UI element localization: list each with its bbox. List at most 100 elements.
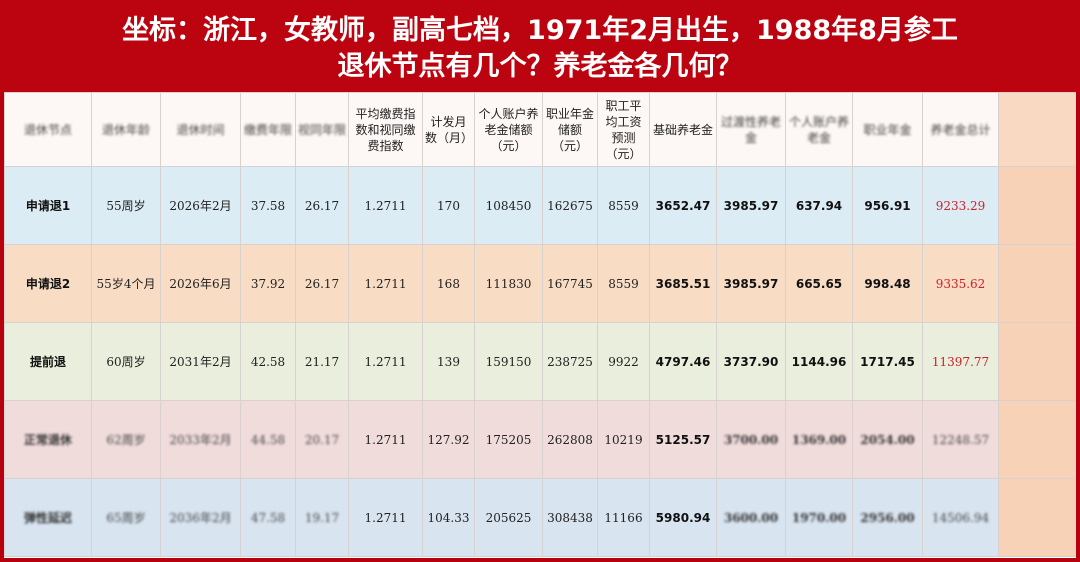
title-banner: 坐标：浙江，女教师，副高七档，1971年2月出生，1988年8月参工 退休节点有…	[0, 0, 1080, 92]
cell-personal-pension: 1970.00	[785, 478, 853, 557]
cell-basic: 3652.47	[649, 166, 717, 245]
header-cell: 平均缴费指数和视同缴费指数	[348, 92, 423, 167]
cell-node: 提前退	[4, 322, 92, 401]
cell-index: 1.2711	[348, 244, 423, 323]
cell-wage: 9922	[597, 322, 650, 401]
header-cell: 个人账户养老金储额（元）	[474, 92, 543, 167]
cell-personal: 205625	[474, 478, 543, 557]
table-row: 申请退2 55岁4个月 2026年6月 37.92 26.17 1.2711 1…	[4, 244, 1076, 323]
cell-wage: 8559	[597, 166, 650, 245]
cell-extra	[998, 244, 1076, 323]
cell-date: 2026年2月	[160, 166, 241, 245]
cell-years: 37.92	[240, 244, 296, 323]
cell-total: 11397.77	[922, 322, 999, 401]
cell-node: 正常退休	[4, 400, 92, 479]
cell-annuity: 956.91	[852, 166, 923, 245]
cell-deemed: 19.17	[295, 478, 349, 557]
cell-years: 37.58	[240, 166, 296, 245]
cell-node: 申请退2	[4, 244, 92, 323]
cell-months: 139	[422, 322, 475, 401]
header-cell: 职工平均工资预测（元）	[597, 92, 650, 167]
header-cell: 视同年限	[295, 92, 349, 167]
header-cell: 退休时间	[160, 92, 241, 167]
cell-wage: 11166	[597, 478, 650, 557]
cell-extra	[998, 166, 1076, 245]
header-cell-extra	[998, 92, 1076, 167]
cell-date: 2026年6月	[160, 244, 241, 323]
cell-extra	[998, 322, 1076, 401]
cell-annuity: 2054.00	[852, 400, 923, 479]
cell-total: 12248.57	[922, 400, 999, 479]
header-cell: 退休节点	[4, 92, 92, 167]
cell-years: 44.58	[240, 400, 296, 479]
table-row: 正常退休 62周岁 2033年2月 44.58 20.17 1.2711 127…	[4, 400, 1076, 479]
cell-index: 1.2711	[348, 322, 423, 401]
cell-age: 55岁4个月	[91, 244, 161, 323]
cell-months: 170	[422, 166, 475, 245]
cell-index: 1.2711	[348, 400, 423, 479]
header-cell: 缴费年限	[240, 92, 296, 167]
cell-personal-pension: 665.65	[785, 244, 853, 323]
cell-date: 2036年2月	[160, 478, 241, 557]
cell-annuity-store: 167745	[542, 244, 598, 323]
cell-years: 42.58	[240, 322, 296, 401]
cell-personal: 111830	[474, 244, 543, 323]
title-line-1: 坐标：浙江，女教师，副高七档，1971年2月出生，1988年8月参工	[122, 15, 958, 46]
cell-deemed: 21.17	[295, 322, 349, 401]
cell-basic: 5125.57	[649, 400, 717, 479]
header-cell: 基础养老金	[649, 92, 717, 167]
cell-personal: 108450	[474, 166, 543, 245]
cell-total: 9233.29	[922, 166, 999, 245]
cell-age: 65周岁	[91, 478, 161, 557]
cell-annuity: 2956.00	[852, 478, 923, 557]
header-cell: 退休年龄	[91, 92, 161, 167]
cell-deemed: 26.17	[295, 166, 349, 245]
cell-transition: 3700.00	[716, 400, 786, 479]
cell-age: 55周岁	[91, 166, 161, 245]
header-cell: 职业年金储额（元）	[542, 92, 598, 167]
cell-personal-pension: 1369.00	[785, 400, 853, 479]
cell-years: 47.58	[240, 478, 296, 557]
cell-total: 14506.94	[922, 478, 999, 557]
cell-node: 弹性延迟	[4, 478, 92, 557]
title-line-2: 退休节点有几个？养老金各几何？	[337, 51, 743, 82]
cell-transition: 3737.90	[716, 322, 786, 401]
cell-node: 申请退1	[4, 166, 92, 245]
table-row: 申请退1 55周岁 2026年2月 37.58 26.17 1.2711 170…	[4, 166, 1076, 245]
cell-annuity: 1717.45	[852, 322, 923, 401]
pension-table-container: 退休节点 退休年龄 退休时间 缴费年限 视同年限 平均缴费指数和视同缴费指数 计…	[4, 92, 1076, 558]
cell-age: 62周岁	[91, 400, 161, 479]
cell-date: 2033年2月	[160, 400, 241, 479]
pension-table: 退休节点 退休年龄 退休时间 缴费年限 视同年限 平均缴费指数和视同缴费指数 计…	[4, 92, 1076, 557]
header-cell: 养老金总计	[922, 92, 999, 167]
cell-personal: 175205	[474, 400, 543, 479]
cell-months: 127.92	[422, 400, 475, 479]
cell-annuity-store: 162675	[542, 166, 598, 245]
header-cell: 个人账户养老金	[785, 92, 853, 167]
cell-extra	[998, 400, 1076, 479]
cell-index: 1.2711	[348, 166, 423, 245]
cell-personal-pension: 637.94	[785, 166, 853, 245]
cell-index: 1.2711	[348, 478, 423, 557]
cell-annuity-store: 238725	[542, 322, 598, 401]
cell-wage: 8559	[597, 244, 650, 323]
cell-personal-pension: 1144.96	[785, 322, 853, 401]
cell-months: 168	[422, 244, 475, 323]
cell-months: 104.33	[422, 478, 475, 557]
table-row: 提前退 60周岁 2031年2月 42.58 21.17 1.2711 139 …	[4, 322, 1076, 401]
cell-annuity-store: 308438	[542, 478, 598, 557]
cell-annuity-store: 262808	[542, 400, 598, 479]
cell-deemed: 26.17	[295, 244, 349, 323]
cell-basic: 4797.46	[649, 322, 717, 401]
cell-wage: 10219	[597, 400, 650, 479]
cell-personal: 159150	[474, 322, 543, 401]
cell-annuity: 998.48	[852, 244, 923, 323]
cell-total: 9335.62	[922, 244, 999, 323]
header-cell: 过渡性养老金	[716, 92, 786, 167]
header-cell: 职业年金	[852, 92, 923, 167]
cell-deemed: 20.17	[295, 400, 349, 479]
table-row: 弹性延迟 65周岁 2036年2月 47.58 19.17 1.2711 104…	[4, 478, 1076, 557]
cell-age: 60周岁	[91, 322, 161, 401]
cell-transition: 3985.97	[716, 166, 786, 245]
cell-transition: 3985.97	[716, 244, 786, 323]
